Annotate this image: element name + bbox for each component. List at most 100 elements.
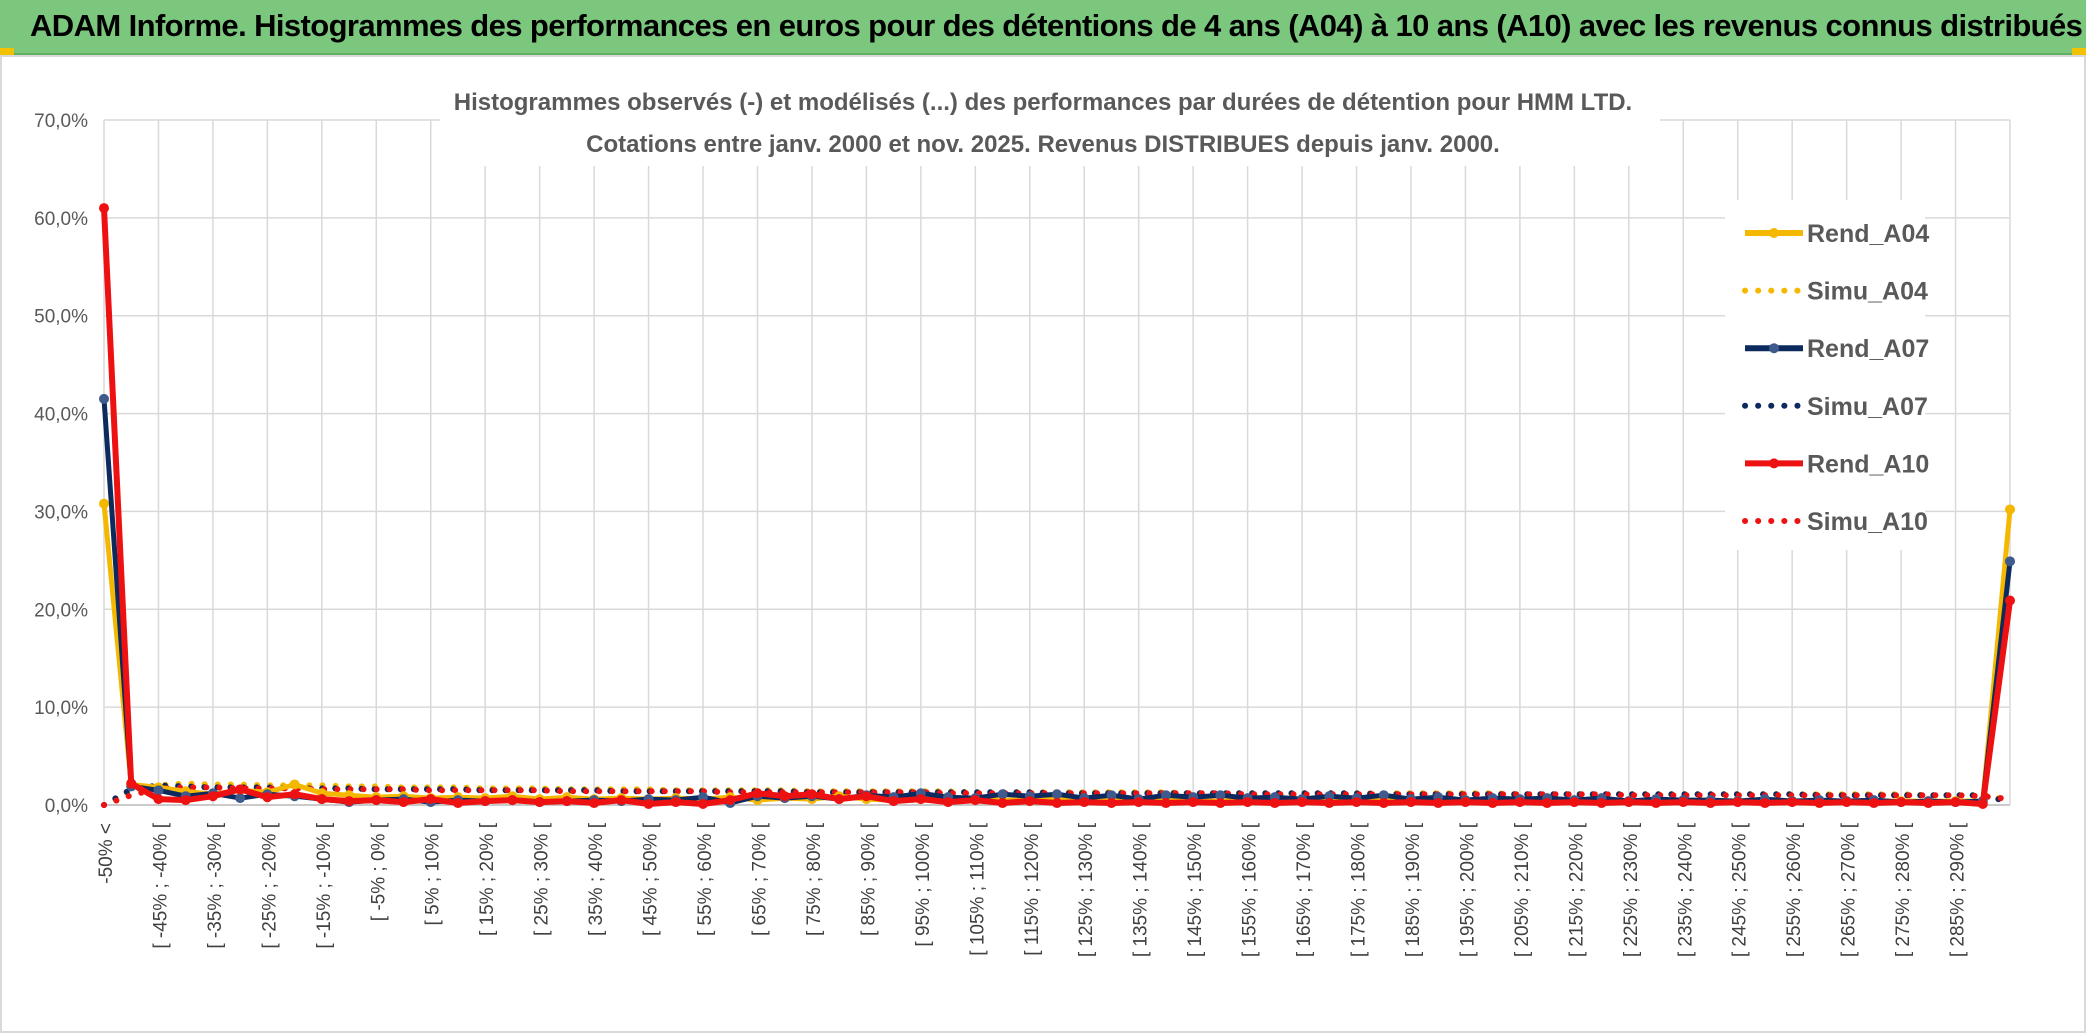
x-tick-label: [ 195% ; 200% [	[1457, 822, 1478, 957]
data-point	[1569, 797, 1580, 808]
data-point	[1460, 797, 1471, 808]
data-point	[1297, 797, 1308, 808]
data-point	[1705, 798, 1716, 809]
data-point	[1052, 798, 1062, 809]
data-point	[99, 393, 109, 404]
x-tick-label: [ 175% ; 180% [	[1349, 822, 1370, 957]
report-title: ADAM Informe. Histogrammes des performan…	[30, 8, 2083, 43]
data-point	[1160, 798, 1171, 809]
data-point	[1787, 797, 1798, 808]
x-tick-label: [ 75% ; 80% [	[804, 822, 825, 936]
x-tick-label: [ 125% ; 130% [	[1076, 822, 1097, 957]
x-tick-label: [ 255% ; 260% [	[1784, 822, 1805, 957]
corner-mark-left	[0, 48, 14, 56]
data-point	[1814, 798, 1825, 809]
x-tick-label: [ -25% ; -20% [	[259, 822, 280, 948]
legend-label: Simu_A04	[1807, 278, 1928, 306]
x-tick-label: [ 95% ; 100% [	[913, 822, 934, 946]
legend-marker	[1769, 228, 1779, 238]
report-header: ADAM Informe. Histogrammes des performan…	[0, 0, 2086, 55]
data-point	[180, 795, 191, 806]
data-point	[1242, 797, 1253, 808]
legend-marker	[1769, 458, 1779, 469]
data-point	[1188, 797, 1199, 808]
x-tick-label: [ 65% ; 70% [	[749, 822, 770, 936]
x-tick-label: [ 165% ; 170% [	[1294, 822, 1315, 957]
legend-label: Simu_A10	[1807, 508, 1928, 536]
data-point	[616, 795, 627, 806]
data-point	[1651, 798, 1662, 809]
data-point	[371, 795, 382, 806]
data-point	[915, 794, 926, 805]
data-point	[1405, 797, 1416, 808]
data-point	[1324, 791, 1335, 802]
corner-mark-right	[2072, 48, 2086, 56]
data-point	[1896, 797, 1907, 808]
data-point	[1977, 799, 1988, 810]
x-tick-label: [ 115% ; 120% [	[1022, 822, 1043, 955]
series-line-rend_a04	[101, 503, 2013, 804]
data-point	[888, 796, 899, 807]
data-point	[1759, 798, 1770, 809]
x-tick-label: [ 85% ; 90% [	[858, 822, 879, 936]
data-point	[344, 796, 355, 807]
data-point	[670, 797, 681, 808]
chart-frame	[0, 55, 2086, 1033]
data-point	[1596, 798, 1607, 809]
data-point	[1378, 798, 1389, 809]
data-point	[997, 789, 1008, 800]
legend-label: Rend_A10	[1807, 450, 1929, 478]
data-point	[99, 203, 109, 214]
x-tick-label: [ 265% ; 270% [	[1839, 822, 1860, 957]
series-line-rend_a07	[101, 398, 2013, 806]
y-tick-label: 40,0%	[34, 405, 88, 426]
data-point	[779, 791, 790, 802]
legend: Rend_A04 Simu_A04 Rend_A07 Simu_A07 Rend_A10…	[1725, 200, 1929, 550]
data-point	[1215, 798, 1226, 809]
data-point	[153, 794, 164, 805]
data-point	[2005, 556, 2015, 567]
data-point	[1623, 797, 1634, 808]
data-point	[99, 498, 109, 509]
data-point	[1269, 798, 1280, 809]
data-point	[425, 794, 436, 805]
y-tick-label: 60,0%	[34, 209, 88, 230]
data-point	[153, 785, 164, 796]
data-point	[698, 799, 709, 810]
data-point	[316, 794, 327, 805]
x-tick-label: [ -5% ; 0% [	[368, 822, 389, 921]
data-point	[1324, 798, 1335, 809]
y-tick-label: 70,0%	[34, 111, 88, 132]
data-point	[1378, 790, 1389, 801]
data-point	[1542, 798, 1553, 809]
data-point	[1079, 797, 1090, 808]
x-tick-label: [ -35% ; -30% [	[205, 822, 226, 948]
y-tick-label: 30,0%	[34, 502, 88, 523]
data-point	[1160, 790, 1171, 801]
legend-marker	[1769, 343, 1779, 354]
y-tick-label: 50,0%	[34, 307, 88, 328]
x-tick-label: [ 205% ; 210% [	[1512, 822, 1533, 957]
data-point	[834, 794, 845, 805]
x-tick-label: [ 185% ; 190% [	[1403, 822, 1424, 957]
data-point	[1868, 798, 1879, 809]
data-point	[1215, 790, 1226, 801]
data-point	[480, 796, 491, 807]
x-tick-label: [ 235% ; 240% [	[1675, 822, 1696, 957]
data-point	[289, 779, 300, 790]
data-point	[1487, 798, 1498, 809]
data-point	[126, 778, 137, 789]
legend-label: Rend_A04	[1807, 220, 1929, 248]
x-tick-label: [ -45% ; -40% [	[150, 822, 171, 948]
x-tick-label: [ 5% ; 10% [	[423, 822, 444, 925]
legend-label: Rend_A07	[1807, 335, 1929, 363]
data-point	[752, 788, 763, 799]
data-point	[806, 789, 817, 800]
data-point	[507, 795, 518, 806]
data-point	[1514, 797, 1525, 808]
data-point	[1732, 797, 1743, 808]
x-tick-label: [ 245% ; 250% [	[1730, 822, 1751, 957]
chart-title-line1: Histogrammes observés (-) et modélisés (…	[454, 89, 1632, 116]
x-tick-label: [ 105% ; 110% [	[967, 822, 988, 955]
